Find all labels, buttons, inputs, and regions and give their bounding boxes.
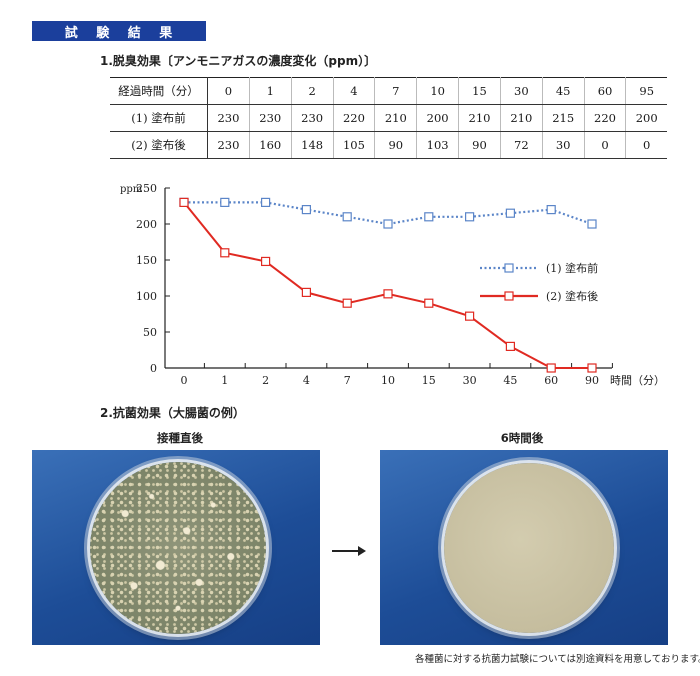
time-cell: 15 — [458, 77, 501, 105]
time-cell: 10 — [416, 77, 460, 105]
x-tick-label: 10 — [381, 374, 395, 387]
value-cell: 220 — [584, 104, 627, 132]
time-cell: 60 — [584, 77, 627, 105]
table-row: (1) 塗布前 230 230 230 220 210 200 210 210 … — [110, 104, 667, 132]
data-point — [220, 197, 230, 207]
data-point — [261, 256, 271, 267]
y-tick-label: 0 — [150, 362, 157, 375]
petri-dish-before — [90, 462, 266, 634]
data-point — [261, 197, 271, 207]
value-cell: 230 — [207, 131, 250, 159]
data-point — [383, 219, 393, 229]
y-tick-label: 200 — [136, 218, 157, 231]
x-tick-label: 2 — [262, 374, 269, 387]
before-photo-label: 接種直後 — [157, 431, 203, 445]
legend-label-1: (2) 塗布後 — [546, 289, 598, 303]
data-point — [383, 289, 393, 299]
data-point — [465, 311, 475, 321]
x-tick-label: 15 — [422, 374, 436, 387]
value-cell: 215 — [542, 104, 585, 132]
data-point — [505, 208, 515, 218]
series-line-0 — [184, 201, 593, 226]
data-point — [424, 298, 434, 308]
time-cell: 7 — [374, 77, 418, 105]
x-tick-label: 4 — [303, 374, 310, 387]
time-cell: 2 — [291, 77, 334, 105]
data-point — [546, 205, 556, 215]
arrow-line — [332, 550, 360, 552]
x-tick-label: 30 — [463, 374, 477, 387]
antibacterial-section-title: 2.抗菌効果（大腸菌の例） — [100, 406, 245, 420]
value-cell: 0 — [584, 131, 627, 159]
data-point — [342, 298, 352, 308]
before-petri-photo — [32, 450, 320, 645]
row-label-before: (1) 塗布前 — [110, 104, 208, 132]
value-cell: 230 — [249, 104, 292, 132]
legend-marker-1 — [504, 291, 514, 301]
deodorant-section-title: 1.脱臭効果〔アンモニアガスの濃度変化（ppm）〕 — [100, 54, 377, 68]
time-cell: 0 — [207, 77, 250, 105]
footnote: 各種菌に対する抗菌力試験については別途資料を用意しております。 — [415, 654, 700, 665]
table-header-label: 経過時間（分） — [110, 77, 208, 105]
legend-marker-0 — [504, 263, 514, 273]
data-point — [301, 287, 311, 298]
results-banner: 試 験 結 果 — [32, 21, 206, 41]
value-cell: 200 — [625, 104, 667, 132]
x-tick-label: 1 — [221, 374, 228, 387]
y-tick-label: 100 — [136, 290, 157, 303]
arrow-right-icon — [358, 546, 366, 556]
row-label-after: (2) 塗布後 — [110, 131, 208, 159]
x-tick-label: 0 — [181, 374, 188, 387]
y-tick-label: 250 — [136, 182, 157, 195]
data-point — [301, 205, 311, 215]
data-point — [587, 363, 597, 373]
value-cell: 210 — [374, 104, 418, 132]
data-point — [587, 219, 597, 229]
time-cell: 4 — [333, 77, 376, 105]
y-axis-label: ppm — [120, 184, 143, 195]
legend-label-0: (1) 塗布前 — [546, 261, 598, 275]
data-point — [220, 248, 230, 258]
value-cell: 210 — [500, 104, 543, 132]
x-tick-label: 90 — [585, 374, 599, 387]
value-cell: 160 — [249, 131, 292, 159]
value-cell: 200 — [416, 104, 460, 132]
table-row: 経過時間（分） 0 1 2 4 7 10 15 30 45 60 95 — [110, 77, 667, 105]
after-petri-photo — [380, 450, 668, 645]
value-cell: 220 — [333, 104, 376, 132]
value-cell: 103 — [416, 131, 460, 159]
value-cell: 148 — [291, 131, 334, 159]
y-tick-label: 50 — [143, 326, 157, 339]
data-point — [342, 212, 352, 222]
data-point — [546, 363, 556, 373]
results-title: 試 験 結 果 — [64, 25, 180, 41]
petri-dish-after — [444, 463, 614, 633]
x-tick-label: 60 — [544, 374, 558, 387]
after-photo-label: 6時間後 — [500, 431, 544, 445]
data-point — [465, 212, 475, 222]
value-cell: 230 — [207, 104, 250, 132]
time-cell: 95 — [625, 77, 667, 105]
value-cell: 90 — [458, 131, 501, 159]
y-tick-label: 150 — [136, 254, 157, 267]
data-point — [424, 212, 434, 222]
value-cell: 30 — [542, 131, 585, 159]
value-cell: 210 — [458, 104, 501, 132]
x-axis-label: 時間（分） — [610, 374, 665, 387]
time-cell: 1 — [249, 77, 292, 105]
time-cell: 45 — [542, 77, 585, 105]
data-point — [505, 341, 515, 351]
value-cell: 105 — [333, 131, 376, 159]
value-cell: 72 — [500, 131, 543, 159]
x-tick-label: 7 — [344, 374, 351, 387]
x-tick-label: 45 — [503, 374, 517, 387]
time-cell: 30 — [500, 77, 543, 105]
value-cell: 0 — [625, 131, 667, 159]
ammonia-table: 経過時間（分） 0 1 2 4 7 10 15 30 45 60 95 (1) … — [110, 77, 667, 159]
table-row: (2) 塗布後 230 160 148 105 90 103 90 72 30 … — [110, 131, 667, 159]
value-cell: 230 — [291, 104, 334, 132]
data-point — [179, 197, 189, 207]
value-cell: 90 — [374, 131, 418, 159]
